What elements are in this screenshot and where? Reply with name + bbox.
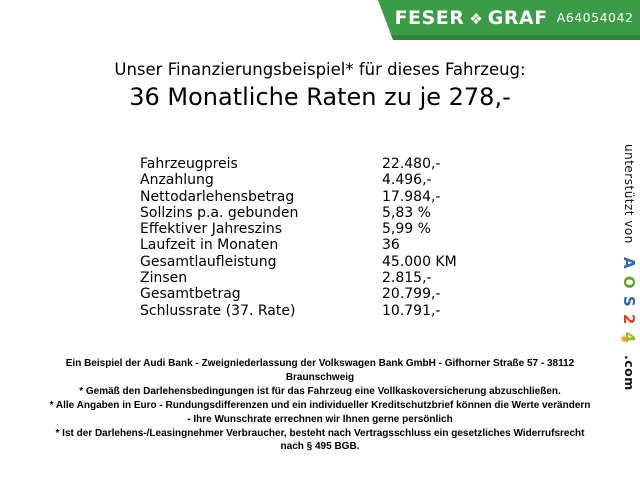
table-row: Gesamtbetrag 20.799,- [140, 286, 457, 302]
aos24-logo: A O S 2 4 ✱ [619, 257, 638, 349]
brand-mark-icon: ❖ [469, 9, 483, 28]
brand-banner: FESER ❖ GRAF A64054042 [378, 0, 640, 40]
disclaimer-footer: Ein Beispiel der Audi Bank - Zweignieder… [0, 357, 640, 454]
finance-label: Zinsen [140, 270, 188, 287]
banner-shade-strip [378, 35, 640, 40]
footer-disclaimer-line: * Gemäß den Darlehensbedingungen ist für… [79, 385, 561, 397]
table-row: Anzahlung 4.496,- [140, 172, 457, 188]
supported-by-tag: unterstützt von A O S 2 4 ✱ .com [619, 144, 638, 392]
table-row: Fahrzeugpreis 22.480,- [140, 156, 457, 172]
finance-value: 20.799,- [382, 286, 441, 303]
finance-label: Gesamtbetrag [140, 286, 241, 303]
table-row: Zinsen 2.815,- [140, 270, 457, 286]
table-row: Nettodarlehensbetrag 17.984,- [140, 189, 457, 205]
finance-label: Laufzeit in Monaten [140, 237, 279, 254]
finance-value: 4.496,- [382, 172, 432, 189]
finance-value: 10.791,- [382, 302, 441, 319]
footer-disclaimer-line: Braunschweig [285, 371, 355, 383]
finance-label: Fahrzeugpreis [140, 156, 238, 172]
table-row: Laufzeit in Monaten 36 [140, 237, 457, 253]
footer-disclaimer-line: - Ihre Wunschrate errechnen wir Ihnen ge… [187, 413, 453, 425]
aos24-letter: S [620, 296, 638, 308]
finance-label: Nettodarlehensbetrag [140, 188, 295, 205]
finance-label: Anzahlung [140, 172, 214, 189]
finance-value: 36 [382, 237, 400, 254]
finance-label: Schlussrate (37. Rate) [140, 302, 296, 319]
monthly-rate-headline: 36 Monatliche Raten zu je 278,- [129, 83, 511, 111]
footer-disclaimer-line: Ein Beispiel der Audi Bank - Zweignieder… [65, 358, 575, 369]
finance-label: Sollzins p.a. gebunden [140, 204, 299, 221]
aos24-letter: A [620, 257, 638, 270]
finance-value: 22.480,- [382, 156, 441, 172]
aos24-letter: O [620, 276, 638, 290]
finance-table: Fahrzeugpreis 22.480,- Anzahlung 4.496,-… [140, 156, 457, 319]
finance-value: 5,83 % [382, 204, 431, 221]
supported-by-label: unterstützt von [622, 144, 636, 244]
footer-disclaimer-line: * Alle Angaben in Euro - Rundungsdiffere… [49, 399, 591, 411]
aos24-tld: .com [622, 355, 637, 392]
finance-value: 2.815,- [382, 270, 432, 287]
table-row: Sollzins p.a. gebunden 5,83 % [140, 205, 457, 221]
aos24-letter: 2 [620, 314, 638, 326]
finance-value: 17.984,- [382, 188, 441, 205]
vehicle-ref-number: A64054042 [556, 10, 634, 25]
finance-value: 5,99 % [382, 221, 431, 238]
footer-disclaimer-line: * Ist der Darlehens-/Leasingnehmer Verbr… [55, 427, 585, 439]
headline-block: Unser Finanzierungsbeispiel* für dieses … [0, 40, 640, 112]
footer-disclaimer-line: nach § 495 BGB. [280, 441, 360, 453]
finance-label: Gesamtlaufleistung [140, 253, 277, 270]
table-row: Effektiver Jahreszins 5,99 % [140, 221, 457, 237]
aos24-letter: 4 [620, 331, 638, 344]
table-row: Gesamtlaufleistung 45.000 KM [140, 254, 457, 270]
finance-value: 45.000 KM [382, 253, 457, 270]
brand-name-feser: FESER [394, 6, 465, 29]
finance-example-title: Unser Finanzierungsbeispiel* für dieses … [114, 60, 526, 79]
finance-label: Effektiver Jahreszins [140, 221, 283, 238]
aos24-letter-four: 4 ✱ [619, 331, 638, 346]
aos24-star-icon: ✱ [619, 335, 629, 346]
brand-name-graf: GRAF [487, 6, 548, 29]
table-row: Schlussrate (37. Rate) 10.791,- [140, 303, 457, 319]
